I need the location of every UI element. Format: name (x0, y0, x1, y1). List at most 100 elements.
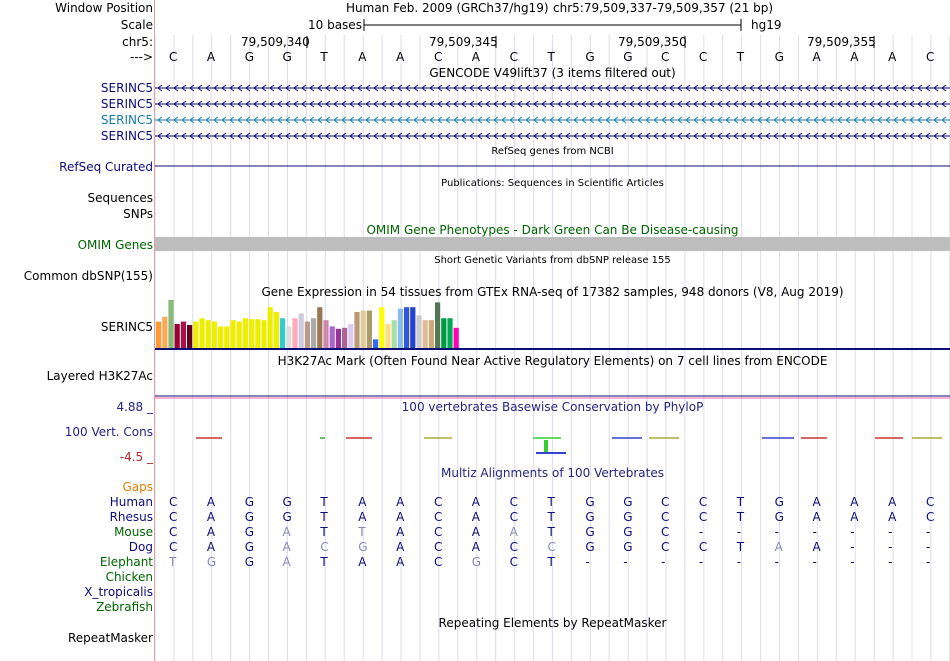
alignment-base: C (661, 540, 670, 554)
strand-arrow (733, 132, 739, 140)
refseq-track-title[interactable]: RefSeq genes from NCBI (491, 146, 614, 157)
gene-label-serinc5[interactable]: SERINC5 (100, 113, 153, 127)
strand-arrow (285, 84, 291, 92)
strand-arrow (301, 116, 307, 124)
strand-arrow (533, 132, 539, 140)
ref-base: C (169, 50, 178, 64)
label-divider[interactable] (154, 0, 155, 661)
strand-arrow (365, 100, 371, 108)
strand-arrow (773, 116, 779, 124)
gene-label-serinc5[interactable]: SERINC5 (100, 81, 153, 95)
strand-arrow (677, 84, 683, 92)
strand-arrow (277, 116, 283, 124)
alignment-base: C (433, 510, 443, 524)
alignment-base: A (358, 555, 367, 569)
gaps-label: Gaps (122, 480, 153, 494)
strand-arrow (173, 84, 179, 92)
omim-track-title[interactable]: OMIM Gene Phenotypes - Dark Green Can Be… (366, 223, 739, 237)
alignment-base: A (396, 555, 405, 569)
strand-arrow (341, 84, 347, 92)
repeatmasker-track-label[interactable]: RepeatMasker (67, 631, 153, 645)
alignment-base: T (547, 525, 555, 539)
strand-arrow (461, 100, 467, 108)
alignment-base: - (698, 525, 704, 539)
species-label[interactable]: Chicken (105, 570, 153, 584)
strand-arrow (317, 132, 323, 140)
gtex-bar (273, 312, 279, 348)
species-label[interactable]: Rhesus (109, 510, 153, 524)
strand-arrow (789, 84, 795, 92)
species-label[interactable]: Dog (128, 540, 153, 554)
strand-arrow (229, 132, 235, 140)
strand-arrow (797, 116, 803, 124)
strand-arrow (885, 132, 891, 140)
strand-arrow (597, 132, 603, 140)
dbsnp-track-title[interactable]: Short Genetic Variants from dbSNP releas… (434, 255, 671, 266)
strand-arrow (301, 132, 307, 140)
gene-label-serinc5[interactable]: SERINC5 (100, 129, 153, 143)
species-label[interactable]: Human (109, 495, 153, 509)
strand-arrow (469, 132, 475, 140)
strand-arrow (685, 132, 691, 140)
window-position-label: Window Position (55, 1, 153, 15)
alignment-base: C (926, 510, 935, 524)
gtex-bar (354, 312, 360, 348)
phylop-track-title[interactable]: 100 vertebrates Basewise Conservation by… (401, 400, 704, 414)
strand-arrow (693, 132, 699, 140)
strand-arrow (293, 84, 299, 92)
strand-arrow (189, 132, 195, 140)
species-label[interactable]: X_tropicalis (84, 585, 153, 599)
position-readout: chr5:79,509,337-79,509,357 (21 bp) (553, 1, 774, 15)
publications-track-title[interactable]: Publications: Sequences in Scientific Ar… (441, 178, 664, 189)
strand-arrow (189, 116, 195, 124)
dbsnp-track-label[interactable]: Common dbSNP(155) (23, 269, 153, 283)
strand-arrow (941, 100, 947, 108)
strand-arrow (757, 100, 763, 108)
strand-arrow (885, 84, 891, 92)
strand-arrow (221, 100, 227, 108)
strand-arrow (837, 132, 843, 140)
strand-arrow (309, 132, 315, 140)
strand-arrow (269, 84, 275, 92)
strand-arrow (501, 100, 507, 108)
species-label[interactable]: Elephant (99, 555, 153, 569)
refseq-track-label[interactable]: RefSeq Curated (59, 160, 153, 174)
gene-label-serinc5[interactable]: SERINC5 (100, 97, 153, 111)
gtex-gene-label[interactable]: SERINC5 (100, 320, 153, 334)
h3k27ac-track-label[interactable]: Layered H3K27Ac (46, 369, 153, 383)
alignment-base: - (888, 555, 893, 569)
strand-arrow (293, 100, 299, 108)
strand-arrow (205, 132, 211, 140)
strand-arrow (605, 132, 611, 140)
strand-arrow (813, 132, 819, 140)
strand-arrow (925, 84, 931, 92)
strand-arrow (717, 100, 723, 108)
strand-arrow (237, 132, 243, 140)
strand-arrow (709, 84, 715, 92)
snps-label[interactable]: SNPs (123, 207, 153, 221)
species-label[interactable]: Zebrafish (96, 600, 153, 614)
omim-track-label[interactable]: OMIM Genes (77, 238, 153, 252)
strand-arrow (613, 116, 619, 124)
gtex-track-title[interactable]: Gene Expression in 54 tissues from GTEx … (261, 285, 844, 299)
sequences-label[interactable]: Sequences (87, 191, 153, 205)
gencode-track-title[interactable]: GENCODE V49lift37 (3 items filtered out) (429, 66, 676, 80)
strand-arrow (205, 84, 211, 92)
phylop-track-label[interactable]: 100 Vert. Cons (64, 425, 153, 439)
repeatmasker-track-title[interactable]: Repeating Elements by RepeatMasker (438, 616, 667, 630)
strand-arrow (301, 100, 307, 108)
strand-arrow (573, 84, 579, 92)
strand-arrow (893, 84, 899, 92)
species-label[interactable]: Mouse (114, 525, 153, 539)
h3k27ac-track-title[interactable]: H3K27Ac Mark (Often Found Near Active Re… (277, 354, 828, 368)
alignment-base: C (698, 540, 708, 554)
gtex-bar (242, 318, 248, 348)
strand-arrow (365, 132, 371, 140)
strand-arrow (757, 84, 763, 92)
multiz-track-title[interactable]: Multiz Alignments of 100 Vertebrates (440, 466, 665, 480)
strand-arrow (181, 84, 187, 92)
alignment-base: T (736, 510, 745, 524)
strand-arrow (829, 84, 835, 92)
assembly-title: Human Feb. 2009 (GRCh37/hg19) (346, 1, 549, 15)
strand-arrow (509, 132, 515, 140)
